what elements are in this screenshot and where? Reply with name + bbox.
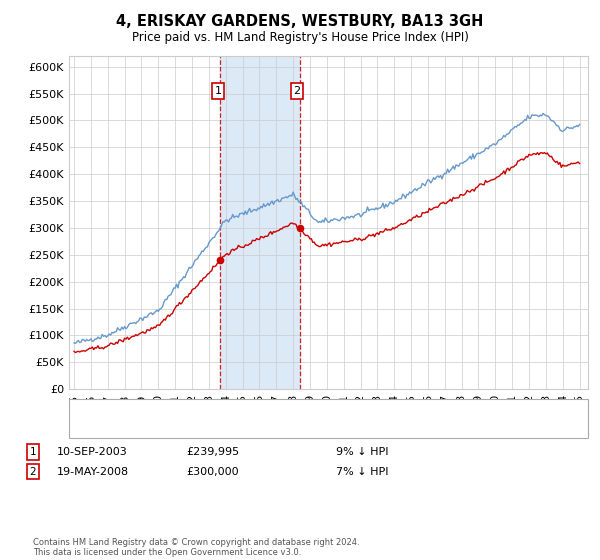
- Text: ——: ——: [75, 400, 100, 413]
- Text: 2: 2: [293, 86, 301, 96]
- Text: 4, ERISKAY GARDENS, WESTBURY, BA13 3GH: 4, ERISKAY GARDENS, WESTBURY, BA13 3GH: [116, 14, 484, 29]
- Text: £239,995: £239,995: [186, 447, 239, 457]
- Text: 10-SEP-2003: 10-SEP-2003: [57, 447, 128, 457]
- Text: Contains HM Land Registry data © Crown copyright and database right 2024.
This d: Contains HM Land Registry data © Crown c…: [33, 538, 359, 557]
- Text: ——: ——: [75, 422, 100, 436]
- Text: £300,000: £300,000: [186, 466, 239, 477]
- Text: 1: 1: [29, 447, 37, 457]
- Bar: [220, 56, 299, 389]
- Text: 19-MAY-2008: 19-MAY-2008: [57, 466, 129, 477]
- Text: 2: 2: [29, 466, 37, 477]
- Text: 1: 1: [214, 86, 221, 96]
- Text: 9% ↓ HPI: 9% ↓ HPI: [336, 447, 389, 457]
- Text: 4, ERISKAY GARDENS, WESTBURY, BA13 3GH (detached house): 4, ERISKAY GARDENS, WESTBURY, BA13 3GH (…: [108, 402, 437, 412]
- Text: Price paid vs. HM Land Registry's House Price Index (HPI): Price paid vs. HM Land Registry's House …: [131, 31, 469, 44]
- Text: HPI: Average price, detached house, Wiltshire: HPI: Average price, detached house, Wilt…: [108, 424, 347, 434]
- Text: 7% ↓ HPI: 7% ↓ HPI: [336, 466, 389, 477]
